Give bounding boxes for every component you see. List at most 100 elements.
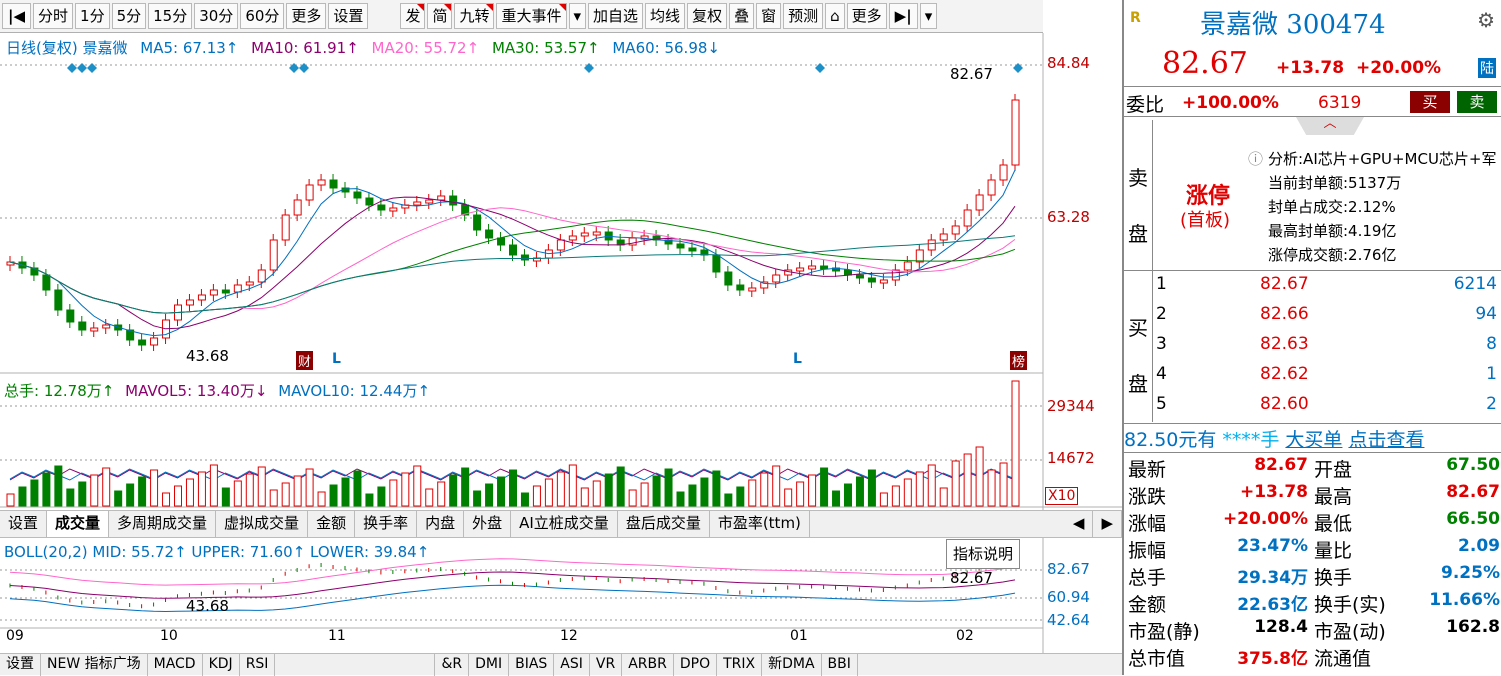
- candle-body: [844, 269, 852, 276]
- info-icon[interactable]: ⓘ: [1248, 150, 1264, 168]
- scroll-left-icon[interactable]: ◀: [1065, 511, 1094, 537]
- btab-rsi[interactable]: RSI: [240, 653, 276, 676]
- tab-outer[interactable]: 外盘: [464, 511, 512, 537]
- buy-button[interactable]: 买: [1410, 91, 1450, 113]
- stat-label: 市盈(静): [1128, 621, 1200, 643]
- big-buy-view[interactable]: 点击查看: [1348, 428, 1425, 451]
- settings-button[interactable]: 设置: [328, 3, 369, 29]
- volume-legend: 总手: 12.78万↑ MAVOL5: 13.40万↓ MAVOL10: 12.…: [4, 380, 436, 401]
- tab-multi-period-volume[interactable]: 多周期成交量: [109, 511, 217, 537]
- price-axis-top: 84.84: [1047, 54, 1090, 72]
- sell-button[interactable]: 卖: [1457, 91, 1497, 113]
- bid-row[interactable]: 1 82.67 6214: [1154, 274, 1499, 300]
- jian-button[interactable]: 简: [427, 3, 453, 29]
- volume-bar: [461, 467, 470, 507]
- tab-virtual-volume[interactable]: 虚拟成交量: [216, 511, 309, 537]
- window-button[interactable]: 窗: [756, 3, 782, 29]
- btab-arbr[interactable]: ARBR: [622, 653, 674, 676]
- bid-row[interactable]: 4 82.62 1: [1154, 364, 1499, 390]
- volume-bar: [784, 488, 793, 507]
- volume-bar: [772, 465, 781, 507]
- btab-indicator-plaza[interactable]: NEW 指标广场: [41, 653, 148, 676]
- volume-bar: [102, 467, 111, 507]
- period-intraday[interactable]: 分时: [33, 3, 74, 29]
- btab-trix[interactable]: TRIX: [717, 653, 763, 676]
- tab-settings[interactable]: 设置: [0, 511, 48, 537]
- gear-icon[interactable]: ⚙: [1477, 8, 1495, 32]
- btab-bbi[interactable]: BBI: [822, 653, 858, 676]
- stat-label: 总市值: [1128, 648, 1186, 670]
- fa-button[interactable]: 发: [400, 3, 426, 29]
- event-diamond-icon: [1013, 63, 1023, 73]
- tab-turnover[interactable]: 换手率: [355, 511, 418, 537]
- overlay-button[interactable]: 叠: [729, 3, 755, 29]
- stat-value-2: 2.09: [1458, 536, 1500, 556]
- candle-body: [209, 289, 218, 296]
- candle-body: [377, 204, 386, 211]
- ranking-marker[interactable]: 榜: [1010, 351, 1028, 370]
- candle-body: [233, 284, 242, 293]
- first-page-icon[interactable]: |◀: [2, 3, 32, 29]
- period-30min[interactable]: 30分: [194, 3, 239, 29]
- tab-inner[interactable]: 内盘: [417, 511, 465, 537]
- volume-bar: [341, 477, 350, 507]
- candle-body: [473, 214, 482, 231]
- menu-dropdown-icon[interactable]: ▾: [919, 3, 938, 29]
- btab-dmi[interactable]: DMI: [469, 653, 510, 676]
- period-more[interactable]: 更多: [286, 3, 327, 29]
- stat-value: 128.4: [1254, 617, 1308, 637]
- scroll-right-icon[interactable]: ▶: [1093, 511, 1122, 537]
- btab-hidden[interactable]: [275, 653, 436, 676]
- btab-settings[interactable]: 设置: [0, 653, 41, 676]
- btab-dma[interactable]: 新DMA: [762, 653, 822, 676]
- more-button[interactable]: 更多: [846, 3, 887, 29]
- tab-amount[interactable]: 金额: [308, 511, 356, 537]
- l-marker-2[interactable]: L: [793, 351, 802, 367]
- bid-row[interactable]: 5 82.60 2: [1154, 394, 1499, 420]
- add-watchlist-button[interactable]: 加自选: [588, 3, 644, 29]
- btab-dpo[interactable]: DPO: [674, 653, 718, 676]
- big-buy-bar[interactable]: 82.50元有 ****手 大买单 点击查看: [1124, 424, 1501, 452]
- tab-volume[interactable]: 成交量: [47, 511, 110, 537]
- period-1min[interactable]: 1分: [75, 3, 110, 29]
- volume-bar: [233, 480, 242, 507]
- bid-row[interactable]: 3 82.63 8: [1154, 334, 1499, 360]
- stat-label-2: 量比: [1314, 540, 1353, 562]
- btab-macd[interactable]: MACD: [148, 653, 203, 676]
- btab-bias[interactable]: BIAS: [509, 653, 555, 676]
- indicator-help-tooltip[interactable]: 指标说明: [946, 539, 1021, 569]
- candle-body: [568, 235, 577, 241]
- ma-button[interactable]: 均线: [645, 3, 686, 29]
- volume-bar: [676, 491, 685, 507]
- period-15min[interactable]: 15分: [148, 3, 193, 29]
- dropdown-icon[interactable]: ▾: [568, 3, 587, 29]
- tab-pe-ttm[interactable]: 市盈率(ttm): [710, 511, 810, 537]
- btab-wr[interactable]: &R: [435, 653, 470, 676]
- tab-afterhours-volume[interactable]: 盘后成交量: [618, 511, 710, 537]
- finance-marker[interactable]: 财: [296, 351, 314, 370]
- stat-label: 金额: [1128, 594, 1167, 616]
- l-marker-1[interactable]: L: [332, 351, 341, 367]
- collapse-icon[interactable]: ︿: [1296, 117, 1364, 135]
- stat-row: 市盈(静) 128.4 市盈(动) 162.8: [1128, 617, 1500, 643]
- tab-ai-volume[interactable]: AI立桩成交量: [511, 511, 618, 537]
- weibi-num: 6319: [1318, 93, 1362, 113]
- x-label-11: 11: [328, 628, 346, 644]
- event-diamond-icon: [815, 63, 825, 73]
- btab-kdj[interactable]: KDJ: [203, 653, 240, 676]
- candle-body: [126, 329, 135, 341]
- btab-asi[interactable]: ASI: [554, 653, 590, 676]
- period-60min[interactable]: 60分: [240, 3, 285, 29]
- bid-row[interactable]: 2 82.66 94: [1154, 304, 1499, 330]
- lock-icon[interactable]: ⌂: [825, 3, 845, 29]
- major-events-button[interactable]: 重大事件: [496, 3, 567, 29]
- last-page-icon[interactable]: ▶|: [888, 3, 918, 29]
- forecast-button[interactable]: 预测: [783, 3, 824, 29]
- btab-vr[interactable]: VR: [590, 653, 623, 676]
- jiuzhuan-button[interactable]: 九转: [454, 3, 495, 29]
- bid-price: 82.63: [1260, 334, 1309, 354]
- adjust-button[interactable]: 复权: [687, 3, 728, 29]
- stat-label-2: 最高: [1314, 486, 1353, 508]
- event-diamond-icon: [584, 63, 594, 73]
- period-5min[interactable]: 5分: [111, 3, 147, 29]
